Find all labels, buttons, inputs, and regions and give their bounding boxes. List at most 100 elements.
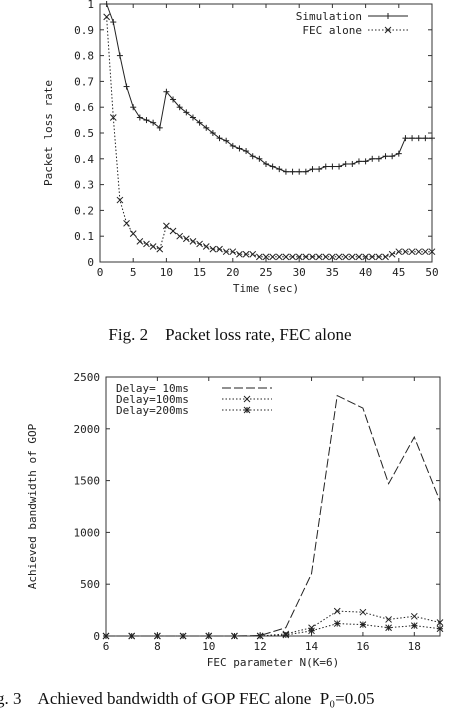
chart1-series-1-point bbox=[249, 153, 256, 160]
chart1-series-2-point bbox=[222, 248, 230, 256]
chart2-x-tick-label: 12 bbox=[254, 640, 267, 653]
chart1-x-tick-label: 25 bbox=[259, 266, 272, 279]
chart1-series-1-point bbox=[355, 158, 362, 165]
chart1-y-tick-label: 0.5 bbox=[74, 127, 94, 140]
chart1-y-tick-label: 0.2 bbox=[74, 204, 94, 217]
chart1-plot-frame bbox=[99, 3, 433, 263]
chart1-series-1-point bbox=[375, 155, 382, 162]
chart1-series-1-point bbox=[163, 88, 170, 95]
chart1-series-1-point bbox=[269, 163, 276, 170]
chart2-series-3-point bbox=[436, 625, 444, 633]
chart2-x-axis-label: FEC parameter N(K=6) bbox=[207, 656, 339, 669]
chart2-legend-marker-2 bbox=[243, 395, 251, 403]
chart2-series-line-2 bbox=[106, 610, 441, 637]
chart1-series-2-point bbox=[109, 114, 117, 121]
chart1-series-1-point bbox=[229, 142, 236, 149]
chart1-y-tick-label: 0.8 bbox=[74, 50, 94, 63]
chart1-series-1-point bbox=[236, 145, 243, 152]
chart1-x-ticks: 0 5 10 15 20 25 30 35 40 45 50 bbox=[97, 4, 439, 279]
chart1-series-1-point bbox=[402, 135, 409, 142]
chart1-series-2-point bbox=[229, 248, 237, 256]
chart1-series-2-point bbox=[249, 250, 257, 258]
chart2-plot-frame bbox=[105, 376, 441, 637]
chart1-x-tick-label: 5 bbox=[130, 266, 137, 279]
chart1-series-1-point bbox=[289, 168, 296, 175]
chart1-x-tick-label: 50 bbox=[425, 266, 438, 279]
chart1-series-1-point bbox=[329, 163, 336, 170]
chart1-x-tick-label: 10 bbox=[160, 266, 173, 279]
chart2-series-3-point bbox=[308, 627, 315, 635]
chart1-series-1-point bbox=[103, 1, 110, 7]
chart2-series-2-point bbox=[410, 612, 418, 620]
chart2-series-3-point bbox=[256, 632, 264, 640]
chart1-series-1-point bbox=[415, 135, 422, 142]
chart1-series-1-point bbox=[296, 168, 303, 175]
chart1-series-1-point bbox=[256, 155, 263, 162]
chart2-y-tick-label: 2000 bbox=[74, 423, 101, 436]
chart1-series-2-point bbox=[209, 245, 217, 253]
chart1-series-2-point bbox=[189, 238, 197, 245]
chart1-series-2-point bbox=[402, 248, 409, 256]
chart1-series-1-point bbox=[196, 119, 203, 126]
chart2-y-tick-label: 500 bbox=[80, 578, 100, 591]
chart1-series-1-point bbox=[309, 166, 316, 173]
chart1-series-2-point bbox=[309, 253, 316, 261]
chart1-series-1-point bbox=[349, 160, 356, 167]
chart1-series-2-point bbox=[103, 13, 110, 21]
chart2-series-2-point bbox=[385, 616, 392, 623]
chart1-series-2-point bbox=[395, 248, 403, 256]
chart1-x-tick-label: 40 bbox=[359, 266, 372, 279]
chart2-legend-label-3: Delay=200ms bbox=[116, 404, 189, 417]
chart1-series-2-point bbox=[149, 243, 157, 250]
chart1-series-1-point bbox=[130, 104, 137, 111]
chart1-x-tick-label: 30 bbox=[293, 266, 306, 279]
figure-2-caption: Fig. 2 Packet loss rate, FEC alone bbox=[108, 325, 351, 344]
chart2-x-tick-label: 14 bbox=[305, 640, 319, 653]
chart2-series-3-point bbox=[205, 632, 213, 640]
chart1-series-1-point bbox=[282, 168, 289, 175]
chart1-series-line-2 bbox=[106, 16, 432, 258]
chart1-series-2-point bbox=[256, 253, 263, 261]
chart1-series-2-point bbox=[335, 253, 343, 261]
chart1-y-tick-label: 0 bbox=[87, 256, 94, 269]
chart1-series-2-point bbox=[269, 253, 276, 261]
chart2-y-tick-label: 1000 bbox=[74, 526, 101, 539]
chart1-y-tick-label: 1 bbox=[87, 0, 94, 11]
chart1-series-2-point bbox=[242, 250, 250, 258]
chart1-series-1-point bbox=[183, 109, 190, 116]
chart2-series-2-point bbox=[308, 624, 315, 632]
chart1-series-1-point bbox=[143, 117, 150, 124]
chart2-series-3-point bbox=[410, 622, 418, 629]
chart1-y-tick-label: 0.7 bbox=[74, 75, 94, 88]
chart2-series-2-point bbox=[333, 607, 341, 615]
packet-loss-chart: 0 5 10 15 20 25 30 35 40 45 50 0 0.1 0.2 0.3 0.4 0.5 0.6… bbox=[42, 0, 439, 295]
chart1-series-1-point bbox=[216, 135, 223, 142]
chart1-series-1-point bbox=[342, 160, 349, 167]
chart1-y-ticks: 0 0.1 0.2 0.3 0.4 0.5 0.6 0.7 0.8 0.9 1 bbox=[74, 0, 432, 269]
chart2-x-tick-label: 8 bbox=[154, 640, 161, 653]
chart1-x-tick-label: 45 bbox=[392, 266, 405, 279]
chart1-series-2-point bbox=[388, 250, 396, 258]
chart1-series-1-point bbox=[156, 124, 163, 131]
chart1-series-1-point bbox=[123, 83, 130, 90]
chart1-series-1-point bbox=[409, 135, 416, 142]
chart2-legend-marker-3 bbox=[243, 406, 251, 414]
chart1-series-2-point bbox=[123, 219, 130, 227]
chart1-series-2-point bbox=[216, 245, 223, 253]
chart2-series-2-point bbox=[359, 608, 367, 616]
chart1-series-line-1 bbox=[106, 3, 432, 173]
chart1-legend-marker-1 bbox=[385, 13, 391, 19]
chart1-series-2-point bbox=[362, 253, 369, 261]
chart1-y-tick-label: 0.4 bbox=[74, 153, 94, 166]
chart2-x-ticks: 6 8 10 12 14 16 18 bbox=[103, 377, 421, 653]
chart2-series-3-point bbox=[359, 621, 367, 628]
chart1-x-axis-label: Time (sec) bbox=[233, 282, 299, 295]
chart1-series-2-point bbox=[143, 240, 150, 248]
chart1-x-tick-label: 35 bbox=[326, 266, 339, 279]
chart1-series-1-point bbox=[369, 155, 376, 162]
chart1-series-2-point bbox=[295, 253, 303, 261]
chart2-series-3-point bbox=[102, 632, 110, 640]
